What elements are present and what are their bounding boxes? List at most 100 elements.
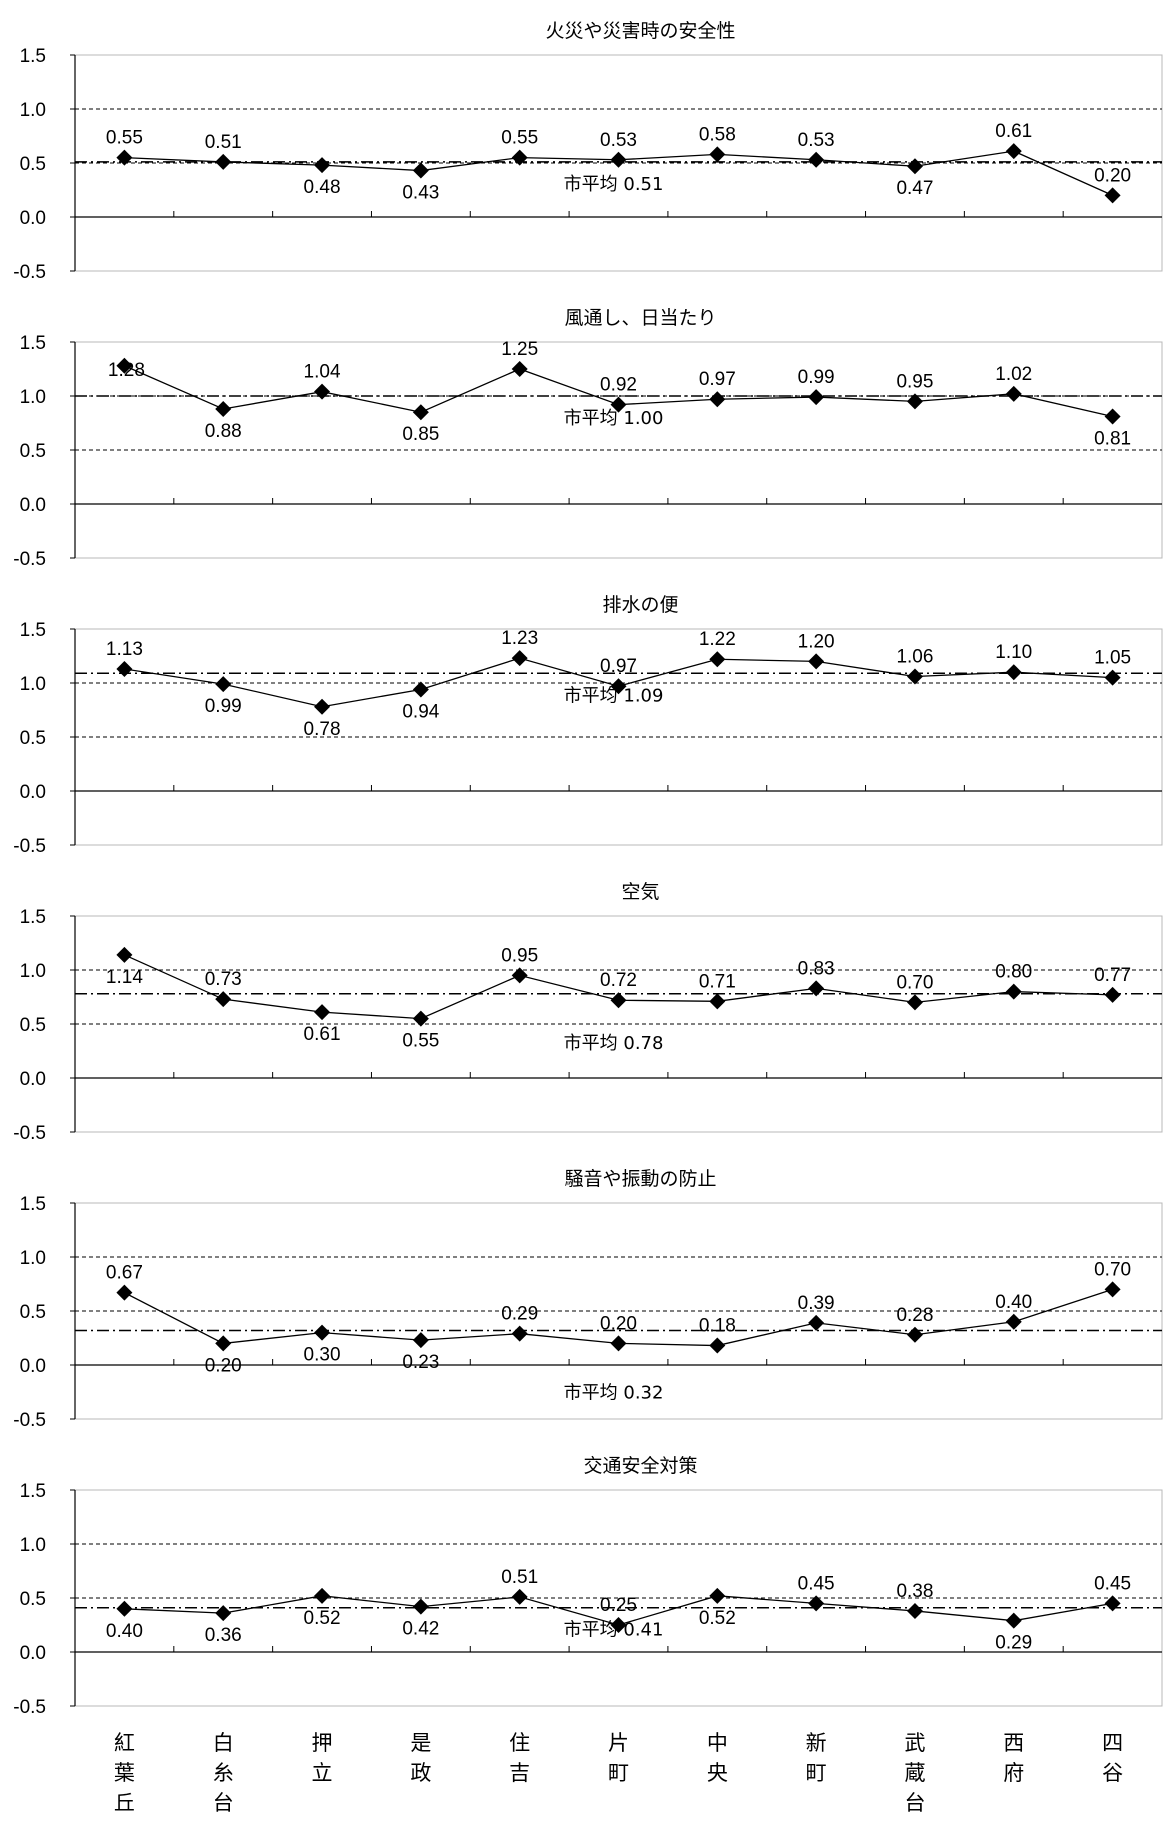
data-label: 0.45 <box>798 1573 835 1594</box>
data-point-marker <box>906 994 923 1011</box>
data-point-marker <box>808 389 825 406</box>
y-tick-label: 0.0 <box>20 208 46 229</box>
data-label: 1.06 <box>896 647 933 668</box>
y-tick-label: 1.5 <box>20 1194 46 1215</box>
data-label: 0.55 <box>402 1031 439 1052</box>
data-point-marker <box>1104 669 1121 686</box>
category-label-char: 紅 <box>114 1731 135 1755</box>
category-label-char: 押 <box>312 1731 333 1755</box>
data-point-marker <box>610 1335 627 1352</box>
data-point-marker <box>709 993 726 1010</box>
y-tick-label: -0.5 <box>13 836 46 857</box>
average-label: 市平均 0.51 <box>564 174 664 195</box>
data-point-marker <box>1005 1313 1022 1330</box>
data-point-marker <box>116 946 133 963</box>
data-label: 0.51 <box>205 132 242 153</box>
average-label: 市平均 0.78 <box>564 1033 664 1054</box>
data-label: 0.36 <box>205 1625 242 1646</box>
y-tick-label: 0.5 <box>20 1302 46 1323</box>
data-label: 0.94 <box>402 701 439 722</box>
data-label: 0.52 <box>699 1608 736 1629</box>
data-point-marker <box>709 391 726 408</box>
data-label: 1.10 <box>995 642 1032 663</box>
panel-title: 交通安全対策 <box>583 1455 697 1477</box>
data-label: 0.58 <box>699 124 736 145</box>
data-point-marker <box>709 1337 726 1354</box>
data-label: 0.77 <box>1094 965 1131 986</box>
data-point-marker <box>215 991 232 1008</box>
data-label: 0.95 <box>501 945 538 966</box>
data-point-marker <box>906 158 923 175</box>
data-label: 0.20 <box>1094 165 1131 186</box>
data-point-marker <box>610 1617 627 1633</box>
y-tick-label: 0.0 <box>20 782 46 803</box>
data-point-marker <box>412 1598 429 1615</box>
data-point-marker <box>314 698 331 715</box>
data-label: 1.25 <box>501 339 538 360</box>
category-label-char: 中 <box>707 1731 728 1755</box>
data-point-marker <box>610 396 627 413</box>
data-point-marker <box>1104 1281 1121 1298</box>
data-label: 0.80 <box>995 962 1032 983</box>
y-tick-label: 1.0 <box>20 387 46 408</box>
panel-title: 風通し、日当たり <box>564 307 716 329</box>
data-label: 1.20 <box>798 631 835 652</box>
data-label: 1.05 <box>1094 648 1131 669</box>
y-tick-label: 0.0 <box>20 1069 46 1090</box>
data-label: 0.88 <box>205 421 242 442</box>
data-point-marker <box>511 361 528 377</box>
category-label-char: 政 <box>410 1761 431 1785</box>
data-point-marker <box>412 1010 429 1027</box>
data-label: 0.99 <box>798 367 835 388</box>
data-point-marker <box>906 668 923 685</box>
category-label-char: 蔵 <box>904 1761 925 1785</box>
data-point-marker <box>116 357 133 374</box>
data-label: 0.38 <box>896 1581 933 1602</box>
y-tick-label: 0.5 <box>20 728 46 749</box>
data-point-marker <box>1005 1612 1022 1629</box>
y-tick-label: 0.0 <box>20 1643 46 1664</box>
data-label: 0.28 <box>896 1305 933 1326</box>
category-label-char: 糸 <box>213 1761 234 1785</box>
data-label: 0.81 <box>1094 429 1131 450</box>
data-point-marker <box>808 980 825 997</box>
data-point-marker <box>215 153 232 170</box>
data-point-marker <box>314 1324 331 1341</box>
panel-title: 騒音や振動の防止 <box>564 1168 716 1190</box>
data-point-marker <box>511 967 528 984</box>
data-label: 0.72 <box>600 970 637 991</box>
average-label: 市平均 0.32 <box>564 1382 664 1403</box>
panel-title: 排水の便 <box>602 594 678 616</box>
data-label: 0.48 <box>304 177 341 198</box>
average-label: 市平均 0.41 <box>564 1620 664 1641</box>
data-point-marker <box>116 149 133 166</box>
y-tick-label: 1.0 <box>20 1535 46 1556</box>
data-point-marker <box>906 1602 923 1619</box>
data-point-marker <box>511 149 528 166</box>
data-point-marker <box>116 1600 133 1617</box>
data-label: 0.25 <box>600 1595 637 1616</box>
data-label: 0.70 <box>1094 1259 1131 1280</box>
category-label-char: 町 <box>608 1761 629 1785</box>
data-point-marker <box>116 1284 133 1301</box>
y-tick-label: -0.5 <box>13 1123 46 1144</box>
data-point-marker <box>1104 187 1121 204</box>
data-point-marker <box>1005 385 1022 402</box>
data-point-marker <box>412 1332 429 1349</box>
data-label: 0.95 <box>896 371 933 392</box>
data-point-marker <box>1104 408 1121 425</box>
data-label: 0.43 <box>402 183 439 204</box>
category-label-char: 西 <box>1003 1731 1024 1755</box>
data-label: 0.40 <box>106 1621 143 1642</box>
data-point-marker <box>808 1314 825 1331</box>
data-point-marker <box>906 1326 923 1343</box>
data-label: 1.23 <box>501 628 538 649</box>
data-point-marker <box>511 1588 528 1605</box>
y-tick-label: 0.0 <box>20 495 46 516</box>
data-label: 0.61 <box>995 121 1032 142</box>
category-label-char: 台 <box>213 1791 234 1815</box>
y-tick-label: 0.5 <box>20 154 46 175</box>
y-tick-label: 1.5 <box>20 1481 46 1502</box>
y-tick-label: 0.0 <box>20 1356 46 1377</box>
y-tick-label: 0.5 <box>20 1015 46 1036</box>
